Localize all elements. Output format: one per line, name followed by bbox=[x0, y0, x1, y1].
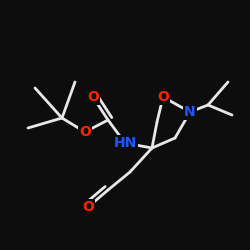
Text: N: N bbox=[184, 105, 196, 119]
Text: O: O bbox=[79, 125, 91, 139]
Text: O: O bbox=[82, 200, 94, 214]
Text: HN: HN bbox=[114, 136, 136, 150]
Text: O: O bbox=[87, 90, 99, 104]
Text: O: O bbox=[157, 90, 169, 104]
